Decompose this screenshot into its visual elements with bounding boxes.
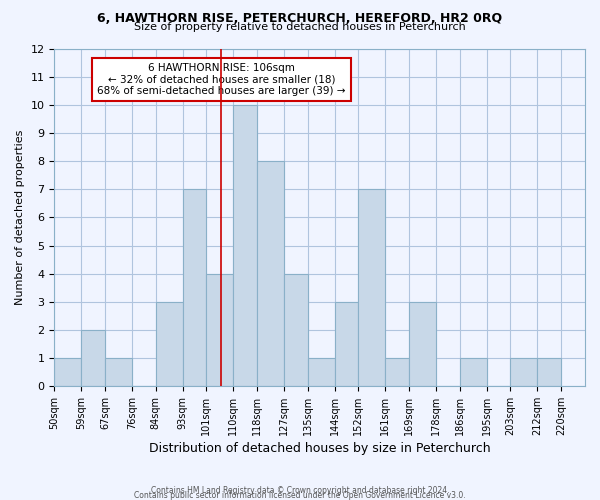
X-axis label: Distribution of detached houses by size in Peterchurch: Distribution of detached houses by size …: [149, 442, 491, 455]
Bar: [81, 330, 105, 386]
Bar: [308, 358, 335, 386]
Bar: [55, 358, 81, 386]
Bar: [206, 274, 233, 386]
Bar: [409, 302, 436, 386]
Text: 6 HAWTHORN RISE: 106sqm
← 32% of detached houses are smaller (18)
68% of semi-de: 6 HAWTHORN RISE: 106sqm ← 32% of detache…: [97, 63, 346, 96]
Bar: [284, 274, 308, 386]
Bar: [335, 302, 358, 386]
Bar: [460, 358, 487, 386]
Bar: [257, 162, 284, 386]
Bar: [105, 358, 132, 386]
Bar: [358, 190, 385, 386]
Text: Contains HM Land Registry data © Crown copyright and database right 2024.: Contains HM Land Registry data © Crown c…: [151, 486, 449, 495]
Bar: [385, 358, 409, 386]
Text: Contains public sector information licensed under the Open Government Licence v3: Contains public sector information licen…: [134, 491, 466, 500]
Bar: [182, 190, 206, 386]
Bar: [511, 358, 538, 386]
Bar: [156, 302, 182, 386]
Text: Size of property relative to detached houses in Peterchurch: Size of property relative to detached ho…: [134, 22, 466, 32]
Y-axis label: Number of detached properties: Number of detached properties: [15, 130, 25, 305]
Text: 6, HAWTHORN RISE, PETERCHURCH, HEREFORD, HR2 0RQ: 6, HAWTHORN RISE, PETERCHURCH, HEREFORD,…: [97, 12, 503, 26]
Bar: [538, 358, 561, 386]
Bar: [233, 105, 257, 386]
